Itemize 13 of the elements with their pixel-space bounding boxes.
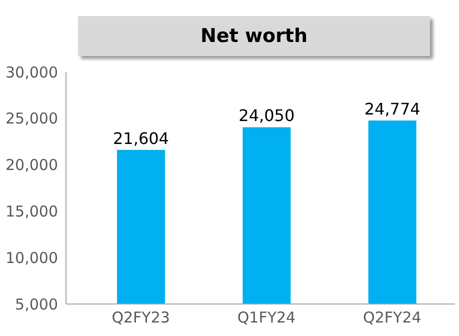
x-tick-label: Q1FY24 <box>237 308 296 327</box>
x-tick-label: Q2FY24 <box>363 308 422 327</box>
data-label: 24,774 <box>364 99 420 118</box>
y-tick-label: 15,000 <box>6 202 58 221</box>
y-tick-label: 25,000 <box>6 110 58 128</box>
data-label: 21,604 <box>113 128 169 148</box>
data-label: 24,050 <box>238 106 295 126</box>
y-tick-label: 10,000 <box>6 248 58 267</box>
y-tick-label: 5,000 <box>15 295 58 314</box>
y-tick-label: 30,000 <box>6 63 58 82</box>
x-tick-label: Q2FY23 <box>112 308 170 327</box>
y-tick-label: 20,000 <box>6 156 58 174</box>
chart-title: Net worth <box>78 16 430 56</box>
